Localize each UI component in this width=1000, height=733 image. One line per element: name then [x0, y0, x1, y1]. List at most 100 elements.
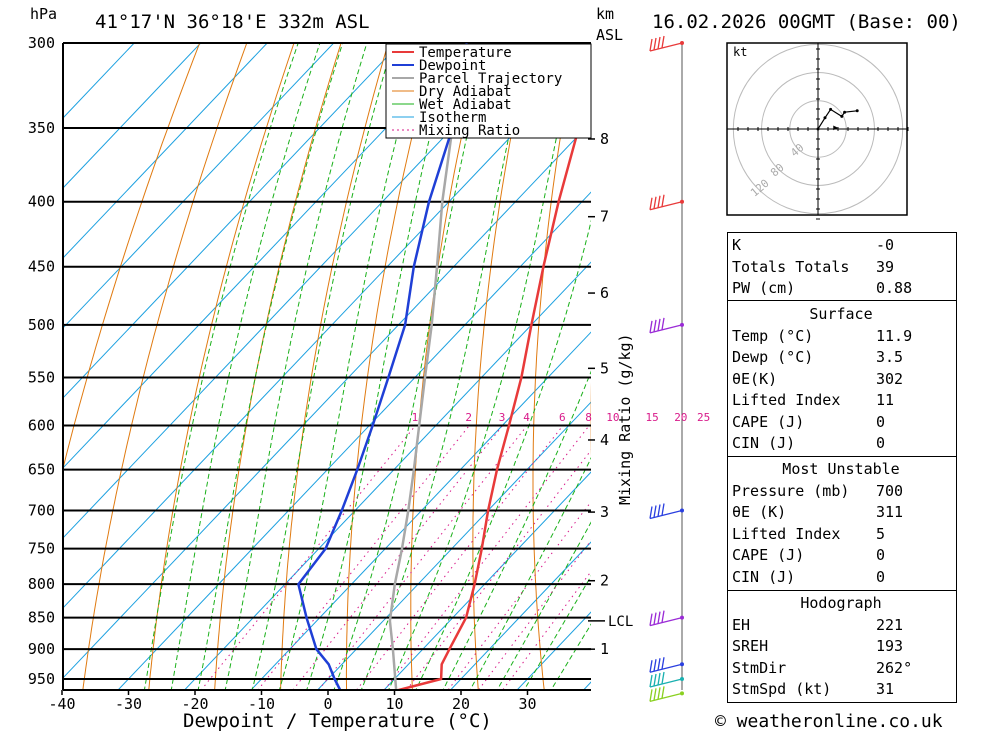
wet-adiabat-line [143, 43, 299, 690]
wind-barb [649, 194, 684, 211]
surface-indices-table: Surface Temp (°C) 11.9 Dewp (°C) 3.5 θE(K)… [728, 304, 954, 455]
index-row: θE(K) 302 [732, 369, 904, 388]
mixing-ratio-axis-title: Mixing Ratio (g/kg) [616, 333, 634, 505]
pressure-tick-label: 650 [28, 461, 55, 479]
wet-adiabat-line [442, 370, 591, 690]
divider [727, 456, 956, 457]
parcel-trajectory-line [388, 78, 461, 690]
datetime-title: 16.02.2026 00GMT (Base: 00) [652, 11, 961, 33]
most-unstable-table: Most Unstable Pressure (mb) 700 θE (K) 311… [728, 459, 954, 588]
isotherm-line [250, 331, 591, 690]
mixing-ratio-label: 2 [465, 411, 472, 424]
temperature-tick-label: -40 [48, 695, 75, 713]
isotherm-line [63, 43, 135, 119]
index-row: Lifted Index 5 [732, 524, 886, 543]
hodograph-unit-label: kt [733, 45, 747, 59]
index-row: CAPE (J) 0 [732, 546, 886, 564]
pressure-tick-label: 700 [28, 502, 55, 520]
pressure-tick-label: 900 [28, 640, 55, 658]
index-row: θE (K) 311 [732, 503, 904, 521]
indices-panel [727, 232, 957, 703]
isotherm-line [63, 43, 268, 259]
temperature-tick-label: 30 [518, 695, 536, 713]
legend-dry-adiabat: Dry Adiabat [419, 84, 512, 100]
pressure-tick-label: 850 [28, 609, 55, 627]
legend-temperature: Temperature [419, 45, 512, 61]
wet-adiabat-line [388, 43, 577, 690]
storm-motion-marker: ▸ [832, 120, 839, 134]
axes [61, 43, 605, 695]
divider [727, 590, 956, 591]
mixing-ratio-label: 25 [697, 411, 710, 424]
km-unit-label: km [596, 5, 614, 23]
mixing-ratio-line [502, 570, 591, 690]
most-unstable-title: Most Unstable [782, 460, 900, 478]
wind-barb [649, 503, 684, 520]
lcl-label: LCL [608, 614, 633, 630]
dry-adiabat-line [148, 43, 295, 690]
mixing-ratio-line [383, 425, 590, 690]
wet-adiabat-line [224, 43, 368, 690]
copyright: © weatheronline.co.uk [715, 711, 943, 732]
mixing-ratio-label: 8 [585, 411, 592, 424]
sounding-profiles [297, 43, 591, 690]
pressure-tick-label: 750 [28, 540, 55, 558]
wet-adiabat-line [251, 43, 394, 690]
temperature-tick-label: -30 [115, 695, 142, 713]
temperature-tick-label: 10 [385, 695, 403, 713]
pressure-tick-label: 800 [28, 575, 55, 593]
index-row: Totals Totals 39 [732, 257, 895, 276]
legend-parcel: Parcel Trajectory [419, 71, 562, 87]
km-tick-label: 2 [600, 572, 609, 590]
dry-adiabat-line [214, 43, 342, 690]
km-tick-label: 3 [600, 503, 609, 521]
wet-adiabat-line [197, 43, 344, 690]
mixing-ratio-label: 15 [646, 411, 659, 424]
dry-adiabat-line [280, 43, 389, 690]
index-row: EH 221 [732, 615, 904, 634]
wet-adiabat-lines [143, 43, 591, 690]
temperature-tick-label: -20 [181, 695, 208, 713]
pressure-tick-label: 550 [28, 368, 55, 386]
location-title: 41°17'N 36°18'E 332m ASL [95, 11, 370, 33]
isobar-lines [63, 42, 591, 680]
asl-unit-label: ASL [596, 26, 623, 44]
legend-dewpoint: Dewpoint [419, 58, 486, 74]
wind-barb [649, 686, 684, 702]
legend: Temperature Dewpoint Parcel Trajectory D… [385, 43, 592, 139]
mixing-ratio-label: 4 [523, 411, 530, 424]
wet-adiabat-line [333, 43, 490, 690]
isotherm-line [63, 43, 468, 469]
dewpoint-line [297, 43, 468, 690]
index-row: PW (cm) 0.88 [732, 279, 913, 297]
mixing-ratio-line [318, 425, 528, 690]
index-row: Dewp (°C) 3.5 [732, 348, 904, 366]
hodograph-title: Hodograph [800, 594, 882, 612]
index-row: CIN (J) 0 [732, 567, 886, 586]
dry-adiabat-line [648, 24, 680, 707]
km-tick-label: 5 [600, 359, 609, 377]
pressure-tick-label: 450 [28, 258, 55, 276]
pressure-tick-label: 300 [28, 34, 55, 52]
dry-adiabat-line [345, 43, 436, 690]
index-row: StmDir 262° [732, 658, 913, 677]
wet-adiabat-line [278, 43, 422, 690]
wind-barb [649, 317, 684, 334]
pressure-unit-label: hPa [30, 5, 57, 23]
isotherm-line [383, 471, 591, 690]
km-tick-label: 8 [600, 130, 609, 148]
wet-adiabat-line [170, 43, 321, 690]
wet-adiabat-line [550, 623, 591, 690]
hodograph-trace [817, 108, 858, 130]
dry-adiabat-line [82, 43, 248, 690]
isotherm-line [63, 43, 401, 399]
wind-barbs [649, 35, 684, 702]
km-tick-label: 4 [600, 431, 609, 449]
pressure-tick-label: 950 [28, 670, 55, 688]
mixing-ratio-label: 3 [499, 411, 506, 424]
index-row: Temp (°C) 11.9 [732, 326, 913, 345]
index-row: Pressure (mb) 700 [732, 481, 904, 500]
km-tick-label: 7 [600, 208, 609, 226]
